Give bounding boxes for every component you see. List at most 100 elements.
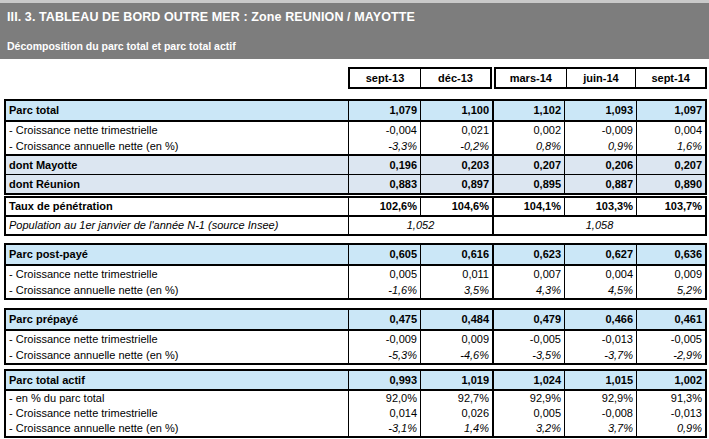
cell: -0,005 bbox=[636, 331, 705, 347]
row-label: - Croissance nette trimestrielle bbox=[6, 331, 348, 347]
cell: 103,7% bbox=[636, 198, 705, 215]
row-label: - Croissance annuelle nette (en %) bbox=[6, 138, 348, 154]
cell: 0,207 bbox=[636, 156, 705, 174]
cell: 0,897 bbox=[420, 175, 492, 193]
row-label: - Croissance annuelle nette (en %) bbox=[6, 347, 348, 363]
cell: 0,623 bbox=[492, 245, 564, 264]
cell: -0,2% bbox=[420, 138, 492, 154]
cell: 0,007 bbox=[492, 266, 564, 282]
row-parc-prepaye: Parc prépayé 0,475 0,484 0,479 0,466 0,4… bbox=[6, 310, 705, 329]
row-population: Population au 1er janvier de l'année N-1… bbox=[6, 215, 705, 234]
row-label: Parc total actif bbox=[6, 371, 348, 389]
row-croissance-trimestrielle: - Croissance nette trimestrielle 0,005 0… bbox=[6, 264, 705, 282]
cell: 3,7% bbox=[564, 421, 636, 436]
row-label: - Croissance nette trimestrielle bbox=[6, 122, 348, 138]
column-header-sept14: sept-14 bbox=[635, 69, 705, 87]
column-group-2014: mars-14 juin-14 sept-14 bbox=[494, 67, 707, 89]
cell: 0,8% bbox=[492, 138, 564, 154]
cell: 92,9% bbox=[564, 391, 636, 406]
cell: 0,207 bbox=[492, 156, 564, 174]
cell: 0,005 bbox=[348, 266, 420, 282]
cell: 1,100 bbox=[420, 101, 492, 120]
column-group-2013: sept-13 déc-13 bbox=[348, 67, 492, 89]
row-parc-post-paye: Parc post-payé 0,605 0,616 0,623 0,627 0… bbox=[6, 245, 705, 264]
cell: 0,026 bbox=[420, 406, 492, 421]
row-label: dont Réunion bbox=[6, 175, 348, 193]
row-label: - Croissance annuelle nette (en %) bbox=[6, 282, 348, 298]
cell: 0,002 bbox=[492, 122, 564, 138]
cell: 0,009 bbox=[636, 266, 705, 282]
cell: 1,093 bbox=[564, 101, 636, 120]
row-croissance-trimestrielle: - Croissance nette trimestrielle -0,009 … bbox=[6, 329, 705, 347]
cell: 1,102 bbox=[492, 101, 564, 120]
cell: 0,475 bbox=[348, 310, 420, 329]
cell-population-2012: 1,052 bbox=[348, 217, 492, 234]
row-dont-reunion: dont Réunion 0,883 0,897 0,895 0,887 0,8… bbox=[6, 174, 705, 193]
cell: 0,011 bbox=[420, 266, 492, 282]
cell: -0,013 bbox=[636, 406, 705, 421]
cell: -0,009 bbox=[348, 331, 420, 347]
cell: 5,2% bbox=[636, 282, 705, 298]
cell: 0,484 bbox=[420, 310, 492, 329]
row-label: Population au 1er janvier de l'année N-1… bbox=[6, 217, 348, 234]
cell: -4,6% bbox=[420, 347, 492, 363]
section-parc-post-paye: Parc post-payé 0,605 0,616 0,623 0,627 0… bbox=[4, 243, 707, 300]
cell: 1,097 bbox=[636, 101, 705, 120]
section-parc-total: Parc total 1,079 1,100 1,102 1,093 1,097… bbox=[4, 99, 707, 195]
row-label: - Croissance annuelle nette (en %) bbox=[6, 421, 348, 436]
cell: 0,021 bbox=[420, 122, 492, 138]
cell: 0,196 bbox=[348, 156, 420, 174]
row-parc-total: Parc total 1,079 1,100 1,102 1,093 1,097 bbox=[6, 101, 705, 120]
cell: 0,605 bbox=[348, 245, 420, 264]
cell: 3,5% bbox=[420, 282, 492, 298]
cell: 0,890 bbox=[636, 175, 705, 193]
cell: 104,6% bbox=[420, 198, 492, 215]
cell: 102,6% bbox=[348, 198, 420, 215]
row-label: Parc post-payé bbox=[6, 245, 348, 264]
row-label: Parc prépayé bbox=[6, 310, 348, 329]
cell: 0,014 bbox=[348, 406, 420, 421]
column-headers: sept-13 déc-13 mars-14 juin-14 sept-14 bbox=[348, 67, 707, 89]
cell: 1,002 bbox=[636, 371, 705, 389]
row-taux-penetration: Taux de pénétration 102,6% 104,6% 104,1%… bbox=[6, 198, 705, 215]
cell: 0,004 bbox=[636, 122, 705, 138]
cell: 0,461 bbox=[636, 310, 705, 329]
page-subtitle: Décomposition du parc total et parc tota… bbox=[7, 40, 236, 52]
cell: 0,206 bbox=[564, 156, 636, 174]
cell: -3,5% bbox=[492, 347, 564, 363]
row-dont-mayotte: dont Mayotte 0,196 0,203 0,207 0,206 0,2… bbox=[6, 154, 705, 174]
cell: 0,466 bbox=[564, 310, 636, 329]
cell: -1,6% bbox=[348, 282, 420, 298]
cell: 1,6% bbox=[636, 138, 705, 154]
section-taux-penetration: Taux de pénétration 102,6% 104,6% 104,1%… bbox=[4, 196, 707, 236]
cell: 0,9% bbox=[564, 138, 636, 154]
cell: 91,3% bbox=[636, 391, 705, 406]
cell: 0,636 bbox=[636, 245, 705, 264]
cell: 92,9% bbox=[492, 391, 564, 406]
cell: 0,627 bbox=[564, 245, 636, 264]
cell: 0,887 bbox=[564, 175, 636, 193]
cell: -5,3% bbox=[348, 347, 420, 363]
cell: 0,9% bbox=[636, 421, 705, 436]
cell: -3,3% bbox=[348, 138, 420, 154]
row-croissance-trimestrielle: - Croissance nette trimestrielle -0,004 … bbox=[6, 120, 705, 138]
row-label: - en % du parc total bbox=[6, 391, 348, 406]
row-croissance-annuelle: - Croissance annuelle nette (en %) -3,1%… bbox=[6, 421, 705, 436]
cell: 1,4% bbox=[420, 421, 492, 436]
column-header-juin14: juin-14 bbox=[566, 69, 636, 87]
row-label: Taux de pénétration bbox=[6, 198, 348, 215]
cell: -2,9% bbox=[636, 347, 705, 363]
row-label: Parc total bbox=[6, 101, 348, 120]
cell: -3,7% bbox=[564, 347, 636, 363]
cell: 104,1% bbox=[492, 198, 564, 215]
cell: 4,3% bbox=[492, 282, 564, 298]
cell: 0,009 bbox=[420, 331, 492, 347]
column-header-dec13: déc-13 bbox=[420, 69, 490, 87]
cell: 92,7% bbox=[420, 391, 492, 406]
cell-population-2013: 1,058 bbox=[492, 217, 705, 234]
row-croissance-annuelle: - Croissance annuelle nette (en %) -5,3%… bbox=[6, 347, 705, 363]
report-header-band: III. 3. TABLEAU DE BORD OUTRE MER : Zone… bbox=[0, 3, 709, 59]
cell: 0,005 bbox=[492, 406, 564, 421]
cell: -0,008 bbox=[564, 406, 636, 421]
cell: -0,004 bbox=[348, 122, 420, 138]
